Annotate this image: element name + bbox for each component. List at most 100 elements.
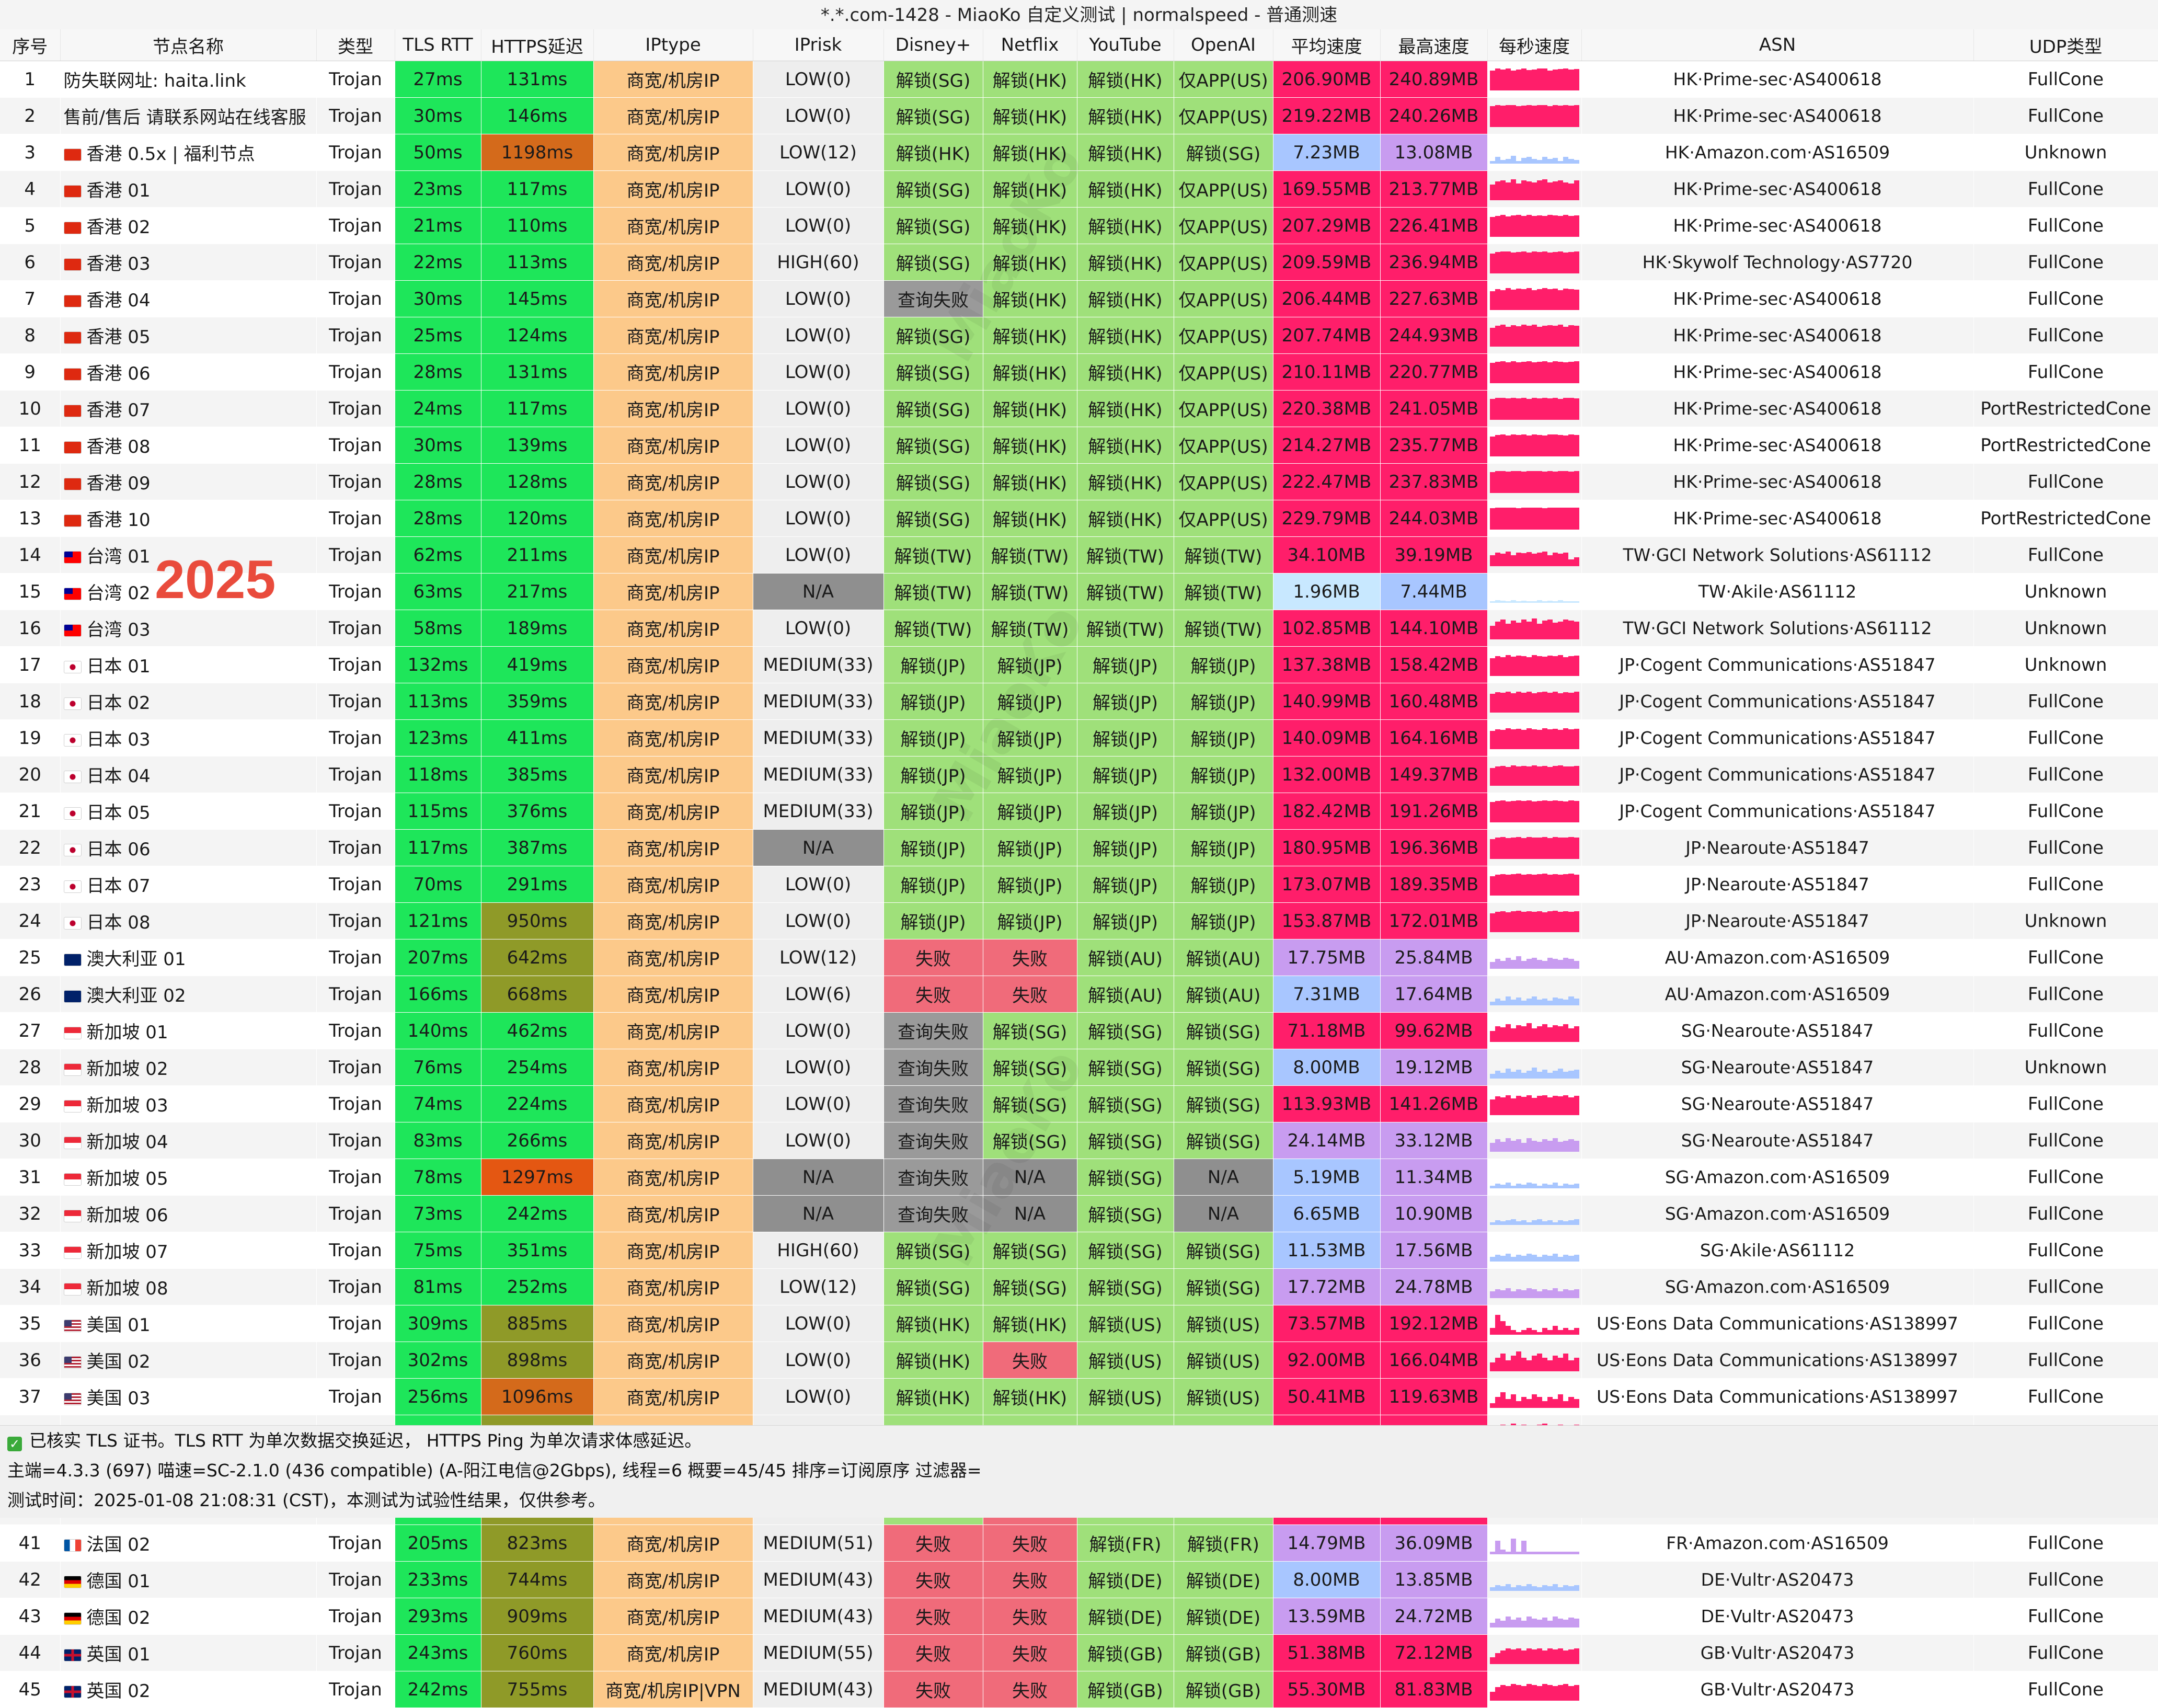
sparkline-bar — [1505, 624, 1511, 639]
column-header[interactable]: Netflix — [983, 29, 1077, 61]
column-header[interactable]: 节点名称 — [60, 29, 317, 61]
sparkline-bar — [1553, 397, 1558, 420]
table-row[interactable]: 14 台湾 01 Trojan 62ms 211ms 商宽/机房IP LOW(0) 解锁(TW… — [0, 536, 2158, 574]
table-row[interactable]: 31 新加坡 05 Trojan 78ms 1297ms 商宽/机房IP N/A 查询失败 N/… — [0, 1159, 2158, 1196]
column-header[interactable]: 最高速度 — [1380, 29, 1488, 61]
row-index-cell: 31 — [0, 1159, 61, 1196]
openai-unlock-cell: 仅APP(US) — [1174, 170, 1273, 208]
openai-unlock-cell: 仅APP(US) — [1174, 500, 1273, 537]
table-row[interactable]: 12 香港 09 Trojan 28ms 128ms 商宽/机房IP LOW(0) 解锁(SG… — [0, 463, 2158, 500]
sparkline-bar — [1558, 729, 1564, 749]
column-header[interactable]: TLS RTT — [395, 29, 481, 61]
table-row[interactable]: 6 香港 03 Trojan 22ms 113ms 商宽/机房IP HIGH(60) 解锁(S… — [0, 244, 2158, 281]
tls-rtt-cell: 121ms — [395, 902, 481, 939]
table-row[interactable]: 18 日本 02 Trojan 113ms 359ms 商宽/机房IP MEDIUM(33)… — [0, 683, 2158, 720]
table-row[interactable]: 30 新加坡 04 Trojan 83ms 266ms 商宽/机房IP LOW(0) 查询失败… — [0, 1122, 2158, 1159]
sparkline-bar — [1547, 1685, 1553, 1701]
ip-risk-cell: LOW(0) — [753, 1085, 884, 1122]
column-header[interactable]: OpenAI — [1174, 29, 1273, 61]
sparkline-bar — [1489, 767, 1495, 786]
max-speed-cell: 213.77MB — [1380, 170, 1488, 208]
udp-type-cell: Unknown — [1973, 573, 2158, 610]
table-row[interactable]: 41 法国 02 Trojan 205ms 823ms 商宽/机房IP MEDIUM(51)… — [0, 1524, 2158, 1562]
table-row[interactable]: 36 美国 02 Trojan 302ms 898ms 商宽/机房IP LOW(0) 解锁(H… — [0, 1342, 2158, 1379]
table-row[interactable]: 1 防失联网址: haita.link Trojan 27ms 131ms 商宽/机房IP… — [0, 61, 2158, 98]
column-header[interactable]: Disney+ — [883, 29, 983, 61]
column-header[interactable]: 每秒速度 — [1487, 29, 1582, 61]
sparkline-bar — [1537, 507, 1543, 530]
sparkline-bar — [1489, 626, 1495, 639]
table-row[interactable]: 45 英国 02 Trojan 242ms 755ms 商宽/机房IP|VPN MEDIUM… — [0, 1671, 2158, 1708]
table-row[interactable]: 26 澳大利亚 02 Trojan 166ms 668ms 商宽/机房IP LOW(6) 失败… — [0, 976, 2158, 1013]
node-name-label: 新加坡 07 — [86, 1242, 168, 1263]
table-row[interactable]: 43 德国 02 Trojan 293ms 909ms 商宽/机房IP MEDIUM(43)… — [0, 1598, 2158, 1635]
sparkline-bar — [1505, 326, 1511, 347]
https-latency-cell: 254ms — [481, 1049, 594, 1086]
tls-rtt-cell: 205ms — [395, 1524, 481, 1562]
table-row[interactable]: 21 日本 05 Trojan 115ms 376ms 商宽/机房IP MEDIUM(33)… — [0, 793, 2158, 830]
sparkline-bar — [1542, 1289, 1548, 1298]
table-row[interactable]: 23 日本 07 Trojan 70ms 291ms 商宽/机房IP LOW(0) 解锁(JP… — [0, 866, 2158, 903]
sparkline-bar — [1568, 1330, 1574, 1335]
table-row[interactable]: 11 香港 08 Trojan 30ms 139ms 商宽/机房IP LOW(0) 解锁(SG… — [0, 427, 2158, 464]
table-row[interactable]: 10 香港 07 Trojan 24ms 117ms 商宽/机房IP LOW(0) 解锁(SG… — [0, 390, 2158, 427]
asn-cell: SG·Nearoute·AS51847 — [1581, 1049, 1974, 1086]
table-row[interactable]: 22 日本 06 Trojan 117ms 387ms 商宽/机房IP N/A 解锁(JP) 解… — [0, 829, 2158, 866]
table-row[interactable]: 25 澳大利亚 01 Trojan 207ms 642ms 商宽/机房IP LOW(12) 失… — [0, 939, 2158, 976]
table-row[interactable]: 13 香港 10 Trojan 28ms 120ms 商宽/机房IP LOW(0) 解锁(SG… — [0, 500, 2158, 537]
table-row[interactable]: 16 台湾 03 Trojan 58ms 189ms 商宽/机房IP LOW(0) 解锁(TW… — [0, 610, 2158, 647]
table-row[interactable]: 19 日本 03 Trojan 123ms 411ms 商宽/机房IP MEDIUM(33)… — [0, 719, 2158, 756]
table-row[interactable]: 35 美国 01 Trojan 309ms 885ms 商宽/机房IP LOW(0) 解锁(H… — [0, 1305, 2158, 1342]
column-header[interactable]: 类型 — [316, 29, 395, 61]
table-row[interactable]: 20 日本 04 Trojan 118ms 385ms 商宽/机房IP MEDIUM(33)… — [0, 756, 2158, 793]
per-second-speed-cell — [1487, 207, 1582, 244]
sparkline-bar — [1547, 1648, 1553, 1664]
sparkline-bar — [1526, 1552, 1532, 1554]
table-row[interactable]: 2 售前/售后 请联系网站在线客服 Trojan 30ms 146ms 商宽/机房IP LO… — [0, 97, 2158, 134]
sparkline-bar — [1563, 657, 1569, 676]
sparkline-bar — [1516, 326, 1521, 347]
sparkline-bar — [1553, 472, 1558, 493]
sparkline-bar — [1558, 1096, 1564, 1115]
table-row[interactable]: 32 新加坡 06 Trojan 73ms 242ms 商宽/机房IP N/A 查询失败 N/A… — [0, 1195, 2158, 1232]
column-header[interactable]: 序号 — [0, 29, 61, 61]
table-row[interactable]: 8 香港 05 Trojan 25ms 124ms 商宽/机房IP LOW(0) 解锁(SG)… — [0, 317, 2158, 354]
column-header[interactable]: UDP类型 — [1973, 29, 2158, 61]
sparkline-bar — [1500, 324, 1506, 347]
sparkline-bar — [1558, 874, 1564, 896]
table-row[interactable]: 27 新加坡 01 Trojan 140ms 462ms 商宽/机房IP LOW(0) 查询失… — [0, 1012, 2158, 1049]
table-row[interactable]: 5 香港 02 Trojan 21ms 110ms 商宽/机房IP LOW(0) 解锁(SG)… — [0, 207, 2158, 244]
table-row[interactable]: 7 香港 04 Trojan 30ms 145ms 商宽/机房IP LOW(0) 查询失败 解锁… — [0, 280, 2158, 317]
table-row[interactable]: 28 新加坡 02 Trojan 76ms 254ms 商宽/机房IP LOW(0) 查询失败… — [0, 1049, 2158, 1086]
table-row[interactable]: 42 德国 01 Trojan 233ms 744ms 商宽/机房IP MEDIUM(43)… — [0, 1561, 2158, 1598]
table-row[interactable]: 4 香港 01 Trojan 23ms 117ms 商宽/机房IP LOW(0) 解锁(SG)… — [0, 170, 2158, 208]
table-row[interactable]: 33 新加坡 07 Trojan 75ms 351ms 商宽/机房IP HIGH(60) 解锁… — [0, 1232, 2158, 1269]
table-row[interactable]: 34 新加坡 08 Trojan 81ms 252ms 商宽/机房IP LOW(12) 解锁(… — [0, 1268, 2158, 1305]
column-header[interactable]: IPtype — [593, 29, 753, 61]
sparkline-bar — [1553, 765, 1558, 786]
column-header[interactable]: YouTube — [1077, 29, 1174, 61]
table-row[interactable]: 24 日本 08 Trojan 121ms 950ms 商宽/机房IP LOW(0) 解锁(J… — [0, 902, 2158, 939]
table-row[interactable]: 15 台湾 02 Trojan 63ms 217ms 商宽/机房IP N/A 解锁(TW) 解锁… — [0, 573, 2158, 610]
table-row[interactable]: 29 新加坡 03 Trojan 74ms 224ms 商宽/机房IP LOW(0) 查询失败… — [0, 1085, 2158, 1122]
netflix-unlock-cell: 解锁(HK) — [983, 353, 1077, 391]
table-row[interactable]: 3 香港 0.5x | 福利节点 Trojan 50ms 1198ms 商宽/机房IP LO… — [0, 134, 2158, 171]
column-header[interactable]: HTTPS延迟 — [481, 29, 594, 61]
column-header[interactable]: 平均速度 — [1273, 29, 1381, 61]
table-row[interactable]: 17 日本 01 Trojan 132ms 419ms 商宽/机房IP MEDIUM(33)… — [0, 646, 2158, 683]
sparkline-bar — [1521, 1256, 1526, 1262]
column-header[interactable]: ASN — [1581, 29, 1974, 61]
table-row[interactable]: 9 香港 06 Trojan 28ms 131ms 商宽/机房IP LOW(0) 解锁(SG)… — [0, 353, 2158, 391]
sparkline-bar — [1574, 1618, 1579, 1627]
table-row[interactable]: 44 英国 01 Trojan 243ms 760ms 商宽/机房IP MEDIUM(55)… — [0, 1634, 2158, 1671]
sparkline-bar — [1558, 655, 1564, 676]
table-row[interactable]: 37 美国 03 Trojan 256ms 1096ms 商宽/机房IP LOW(0) 解锁(… — [0, 1378, 2158, 1415]
speed-sparkline — [1489, 68, 1579, 90]
asn-cell: JP·Nearoute·AS51847 — [1581, 902, 1974, 939]
sparkline-bar — [1526, 800, 1532, 822]
sparkline-bar — [1495, 1687, 1500, 1701]
sparkline-bar — [1516, 1254, 1521, 1262]
sparkline-bar — [1526, 156, 1532, 164]
column-header[interactable]: IPrisk — [753, 29, 884, 61]
sparkline-bar — [1489, 327, 1495, 347]
